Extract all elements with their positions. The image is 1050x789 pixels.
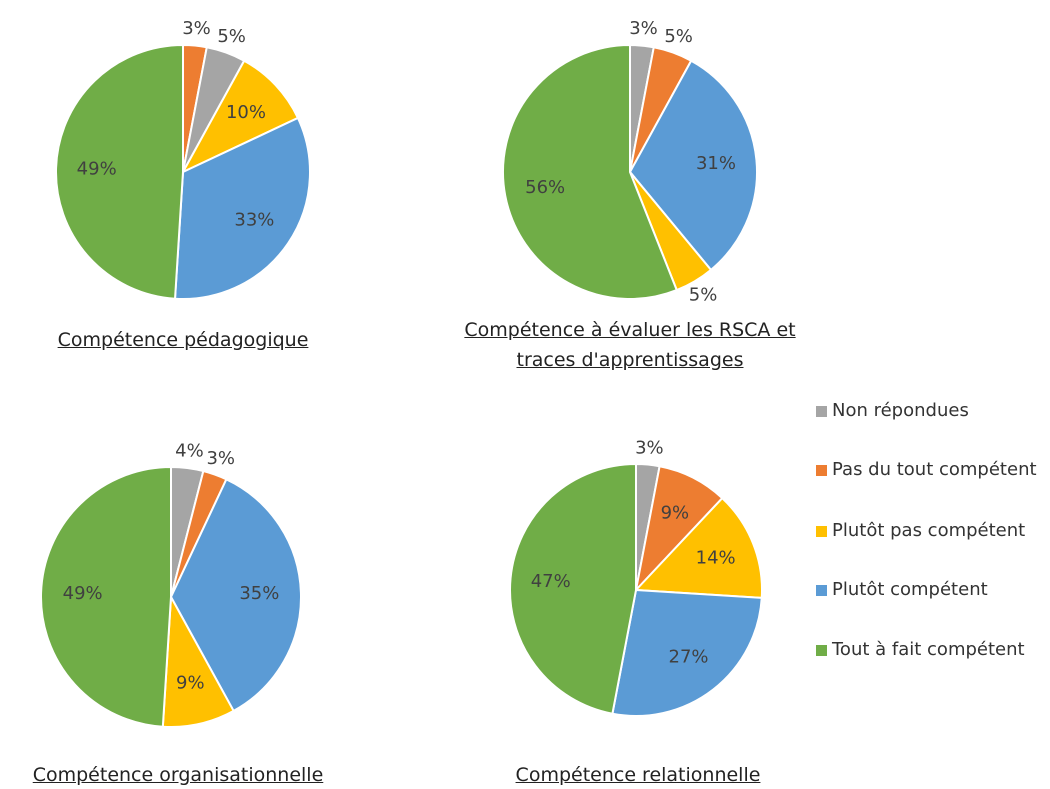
data-label: 9% [661,503,690,524]
pie-slice [173,116,311,300]
chart-title: Compétence relationnelle [515,764,761,786]
data-label: 14% [696,547,736,568]
legend-swatch [816,585,827,596]
legend-label: Plutôt compétent [832,579,988,600]
pie-slice [180,59,300,175]
chart-title: Compétence à évaluer les RSCA et traces … [464,319,796,371]
legend-item: Plutôt pas compétent [816,518,1050,544]
pie-slice [40,465,172,728]
legend-item: Pas du tout compétent [816,457,1050,483]
data-label: 3% [635,437,664,458]
data-label: 3% [629,18,658,39]
pie-slice [55,43,184,300]
legend-label: Non répondues [832,400,969,421]
data-label: 33% [234,210,274,231]
data-label: 27% [669,647,709,668]
data-label: 10% [226,102,266,123]
legend-label: Pas du tout compétent [832,459,1037,480]
legend-item: Plutôt compétent [816,577,1050,603]
legend-label: Tout à fait compétent [832,639,1025,660]
data-label: 3% [182,18,211,39]
legend-swatch [816,645,827,656]
pie-slice [502,43,679,300]
legend-swatch [816,406,827,417]
pie-slice [509,462,637,715]
legend-item: Tout à fait compétent [816,637,1050,663]
legend-swatch [816,465,827,476]
data-label: 56% [525,177,565,198]
data-label: 9% [176,672,205,693]
data-label: 47% [531,571,571,592]
data-label: 49% [77,158,117,179]
data-label: 5% [664,26,693,47]
pie-slice [169,478,302,713]
pie-slice [633,496,763,599]
data-label: 4% [175,440,204,461]
data-label: 5% [217,26,246,47]
data-label: 31% [696,153,736,174]
legend-item: Non répondues [816,398,1050,424]
data-label: 35% [239,583,279,604]
data-label: 49% [63,583,103,604]
chart-title: Compétence organisationnelle [32,764,324,786]
pie-slice [628,59,758,272]
legend-swatch [816,526,827,537]
legend-label: Plutôt pas compétent [832,520,1026,541]
chart-title: Compétence pédagogique [57,329,309,351]
pie-slice [611,588,763,717]
data-label: 5% [689,285,718,306]
data-label: 3% [206,448,235,469]
